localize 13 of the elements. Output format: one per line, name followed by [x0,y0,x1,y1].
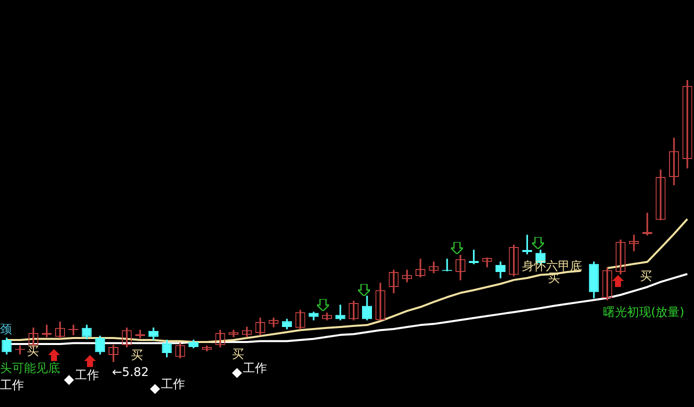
annotation: 颈 [0,322,12,336]
text: 工作 [75,368,99,382]
annotation: 买 [232,347,244,361]
annotation: 工作 [243,361,267,375]
annotation: 买 [131,348,143,362]
text: 工作 [0,378,24,392]
annotation: 买 [27,344,39,358]
annotation: 买 [640,269,652,283]
annotation: 身怀六甲底 [522,259,582,273]
text: 工作 [161,377,185,391]
annotation: 曙光初现(放量) [603,305,684,319]
text: ←5.82 [112,365,149,379]
annotation: 头可能见底 [0,361,60,375]
